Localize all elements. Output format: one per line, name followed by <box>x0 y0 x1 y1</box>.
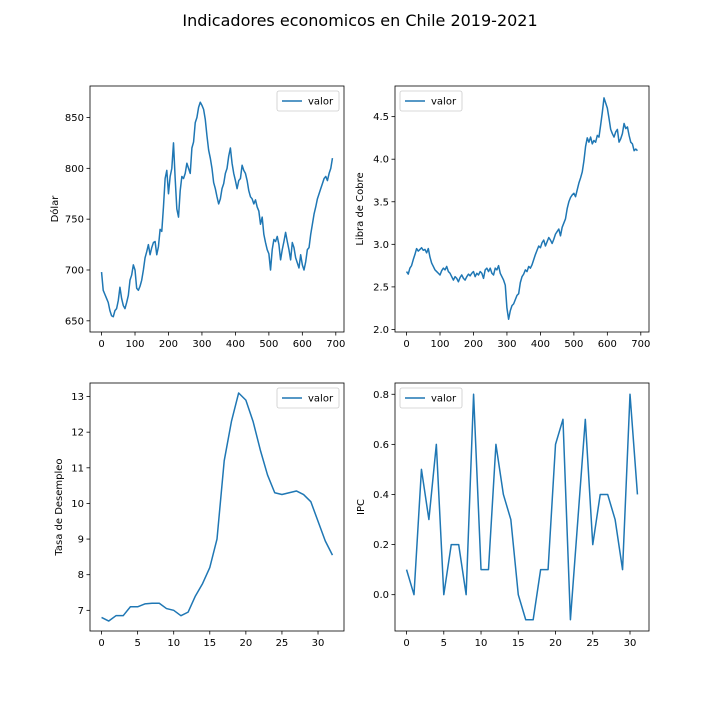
y-tick-label: 850 <box>65 113 84 124</box>
x-tick-label: 700 <box>326 339 345 350</box>
legend: valor <box>276 90 340 112</box>
y-axis-label: IPC <box>356 499 367 515</box>
subplot-2: 0 100 200 300 400 500 600 700 2.0 2.5 3.0 3.5 4.0 4.5… <box>355 85 650 350</box>
x-tick-label: 0 <box>98 339 104 350</box>
y-tick-label: 2.0 <box>373 325 389 336</box>
y-tick-label: 3.5 <box>373 197 389 208</box>
legend-label: valor <box>431 394 457 405</box>
x-tick-label: 0 <box>98 638 104 649</box>
x-tick-label: 300 <box>192 339 211 350</box>
legend-box <box>276 387 340 409</box>
y-tick-label: 10 <box>71 499 84 510</box>
x-tick-label: 15 <box>203 638 216 649</box>
legend-box <box>399 387 463 409</box>
y-tick-label: 650 <box>65 316 84 327</box>
x-tick-label: 15 <box>512 638 525 649</box>
x-tick-label: 0 <box>403 339 409 350</box>
x-tick-label: 700 <box>631 339 650 350</box>
axes-frame <box>89 85 345 333</box>
legend-label: valor <box>308 394 334 405</box>
y-tick-label: 9 <box>78 535 84 546</box>
x-tick-label: 600 <box>598 339 617 350</box>
y-tick-label: 0.0 <box>373 590 389 601</box>
y-tick-label: 800 <box>65 164 84 175</box>
x-tick-label: 10 <box>475 638 488 649</box>
x-tick-label: 10 <box>167 638 180 649</box>
y-tick-label: 2.5 <box>373 282 389 293</box>
legend: valor <box>399 90 463 112</box>
y-tick-label: 0.2 <box>373 540 389 551</box>
x-tick-label: 30 <box>624 638 637 649</box>
x-tick-label: 400 <box>226 339 245 350</box>
x-tick-label: 25 <box>586 638 599 649</box>
x-tick-label: 5 <box>134 638 140 649</box>
y-tick-label: 3.0 <box>373 240 389 251</box>
x-tick-label: 200 <box>464 339 483 350</box>
y-tick-label: 7 <box>78 606 84 617</box>
x-tick-label: 100 <box>125 339 144 350</box>
y-axis-label: Libra de Cobre <box>355 172 366 245</box>
legend: valor <box>276 387 340 409</box>
x-tick-label: 300 <box>497 339 516 350</box>
subplot-3: 0 5 10 15 20 25 30 7 8 9 10 11 12 13 Tasa de Desempleo… <box>54 382 345 649</box>
subplot-1: 0 100 200 300 400 500 600 700 650 700 750 800 850 Dól… <box>49 85 345 350</box>
x-tick-label: 100 <box>430 339 449 350</box>
y-tick-label: 0.8 <box>373 390 389 401</box>
x-tick-label: 500 <box>259 339 278 350</box>
y-tick-label: 11 <box>71 463 84 474</box>
series-line-valor <box>100 101 334 318</box>
x-tick-label: 600 <box>293 339 312 350</box>
series-line-valor <box>405 393 639 621</box>
legend-label: valor <box>431 97 457 108</box>
legend-label: valor <box>308 97 334 108</box>
y-tick-label: 8 <box>78 570 84 581</box>
x-tick-label: 0 <box>403 638 409 649</box>
axes-frame <box>89 382 345 632</box>
series-line-valor <box>405 97 638 320</box>
y-axis-label: Tasa de Desempleo <box>54 458 65 556</box>
y-tick-label: 13 <box>71 392 84 403</box>
y-tick-label: 0.6 <box>373 440 389 451</box>
x-tick-label: 20 <box>239 638 252 649</box>
x-tick-label: 5 <box>441 638 447 649</box>
x-tick-label: 400 <box>531 339 550 350</box>
y-axis-label: Dólar <box>49 195 61 223</box>
axes-frame <box>394 382 650 632</box>
x-tick-label: 20 <box>549 638 562 649</box>
x-tick-label: 500 <box>564 339 583 350</box>
x-tick-label: 200 <box>159 339 178 350</box>
y-tick-label: 12 <box>71 428 84 439</box>
y-tick-label: 700 <box>65 265 84 276</box>
y-tick-label: 4.0 <box>373 155 389 166</box>
y-tick-label: 4.5 <box>373 112 389 123</box>
y-tick-label: 0.4 <box>373 490 389 501</box>
y-tick-label: 750 <box>65 215 84 226</box>
legend: valor <box>399 387 463 409</box>
x-tick-label: 30 <box>312 638 325 649</box>
legend-box <box>399 90 463 112</box>
legend-box <box>276 90 340 112</box>
x-tick-label: 25 <box>276 638 289 649</box>
series-line-valor <box>101 392 334 622</box>
subplot-4: 0 5 10 15 20 25 30 0.0 0.2 0.4 0.6 0.8 IPC valor <box>356 382 650 649</box>
figure-title: Indicadores economicos en Chile 2019-202… <box>182 11 537 30</box>
axes-frame <box>394 85 650 333</box>
